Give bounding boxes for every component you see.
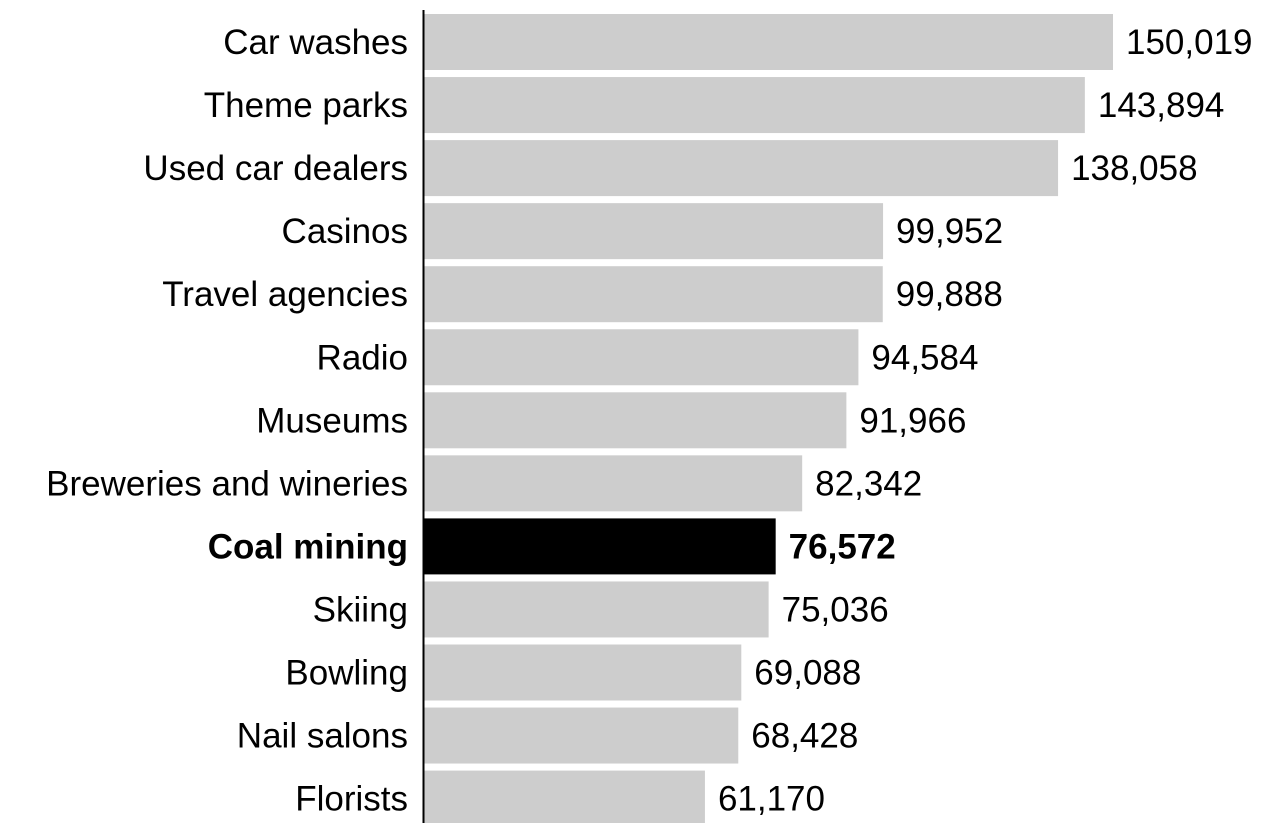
category-label-bowling: Bowling bbox=[285, 654, 408, 693]
bars-group bbox=[424, 14, 1113, 823]
value-label-car-washes: 150,019 bbox=[1126, 23, 1253, 62]
category-label-nail-salons: Nail salons bbox=[237, 717, 408, 756]
bar-breweries-and-wineries bbox=[424, 455, 803, 512]
bar-casinos bbox=[424, 203, 884, 260]
category-label-breweries-and-wineries: Breweries and wineries bbox=[46, 464, 408, 503]
value-label-skiing: 75,036 bbox=[782, 590, 889, 629]
bar-used-car-dealers bbox=[424, 140, 1059, 197]
value-label-travel-agencies: 99,888 bbox=[896, 275, 1003, 314]
category-label-travel-agencies: Travel agencies bbox=[162, 275, 408, 314]
value-label-theme-parks: 143,894 bbox=[1098, 86, 1225, 125]
category-label-theme-parks: Theme parks bbox=[204, 86, 408, 125]
bar-car-washes bbox=[424, 14, 1113, 70]
category-label-skiing: Skiing bbox=[313, 590, 408, 629]
value-label-casinos: 99,952 bbox=[896, 212, 1003, 251]
value-label-breweries-and-wineries: 82,342 bbox=[815, 464, 922, 503]
bar-travel-agencies bbox=[424, 266, 883, 323]
bar-theme-parks bbox=[424, 77, 1085, 134]
value-label-coal-mining: 76,572 bbox=[789, 527, 896, 566]
value-label-used-car-dealers: 138,058 bbox=[1071, 149, 1198, 188]
bar-radio bbox=[424, 329, 859, 386]
category-label-used-car-dealers: Used car dealers bbox=[143, 149, 408, 188]
bar-bowling bbox=[424, 644, 742, 701]
category-labels-group: Car washes Theme parks Used car dealers Cas… bbox=[46, 23, 408, 819]
value-labels-group: 150,019 143,894 138,058 99,952 99,888 94,584 9… bbox=[718, 23, 1253, 819]
bar-museums bbox=[424, 392, 847, 449]
category-label-florists: Florists bbox=[295, 780, 408, 819]
value-label-nail-salons: 68,428 bbox=[751, 717, 858, 756]
bar-nail-salons bbox=[424, 707, 739, 764]
category-label-coal-mining: Coal mining bbox=[208, 527, 408, 566]
category-label-casinos: Casinos bbox=[282, 212, 408, 251]
value-label-florists: 61,170 bbox=[718, 780, 825, 819]
value-label-bowling: 69,088 bbox=[754, 654, 861, 693]
category-label-museums: Museums bbox=[256, 401, 408, 440]
value-label-radio: 94,584 bbox=[871, 338, 978, 377]
category-label-car-washes: Car washes bbox=[223, 23, 408, 62]
bar-coal-mining bbox=[424, 518, 776, 575]
bar-florists bbox=[424, 770, 705, 823]
bar-skiing bbox=[424, 581, 769, 638]
value-label-museums: 91,966 bbox=[859, 401, 966, 440]
category-label-radio: Radio bbox=[317, 338, 408, 377]
